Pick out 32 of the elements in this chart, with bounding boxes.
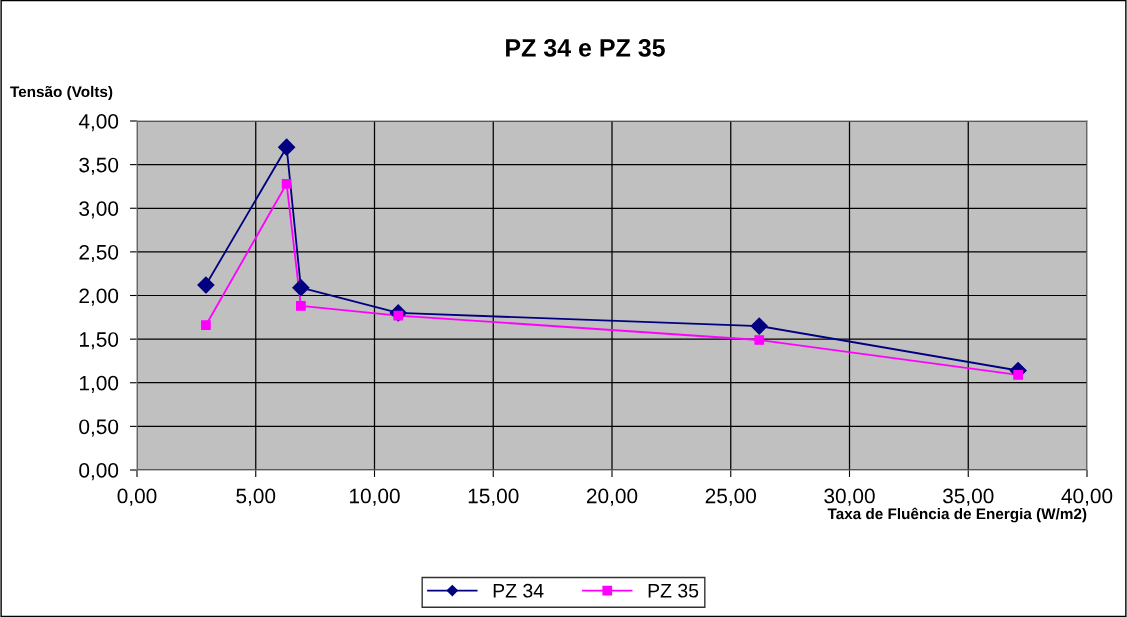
x-tick-label: 20,00	[586, 488, 638, 506]
y-tick-label: 1,50	[79, 332, 119, 350]
y-tick-label: 1,00	[79, 375, 119, 393]
x-tick-label: 5,00	[236, 488, 276, 506]
point	[754, 335, 765, 345]
x-tick-label: 30,00	[824, 488, 875, 506]
point	[1013, 370, 1023, 380]
y-tick-label: 2,00	[79, 288, 119, 306]
y-axis-title: Tensão (Volts)	[10, 85, 113, 101]
y-tick-label: 0,50	[79, 419, 119, 437]
x-tick-label: 0,00	[117, 488, 157, 506]
x-tick-label: 40,00	[1061, 488, 1113, 506]
chart-title: PZ 34 e PZ 35	[506, 39, 665, 57]
point	[750, 317, 768, 335]
point	[292, 279, 310, 297]
x-tick-label: 35,00	[942, 488, 994, 506]
point	[278, 138, 296, 156]
point	[281, 178, 292, 189]
y-tick-label: 0,00	[79, 463, 119, 481]
y-tick-label: 4,00	[78, 114, 119, 132]
y-tick-label: 3,50	[79, 157, 119, 175]
x-tick-label: 25,00	[705, 488, 756, 506]
y-tick-label: 3,00	[79, 201, 119, 219]
point	[296, 301, 306, 311]
point	[201, 320, 211, 331]
x-tick-label: 15,00	[468, 488, 519, 506]
x-axis-title: Taxa de Fluência de Energia (W/m2)	[827, 507, 1087, 523]
y-tick-label: 2,50	[79, 244, 119, 263]
legend-label: PZ 35	[648, 583, 699, 598]
legend-label: PZ 34	[493, 583, 544, 598]
x-tick-label: 10,00	[350, 488, 400, 506]
point	[197, 276, 215, 294]
